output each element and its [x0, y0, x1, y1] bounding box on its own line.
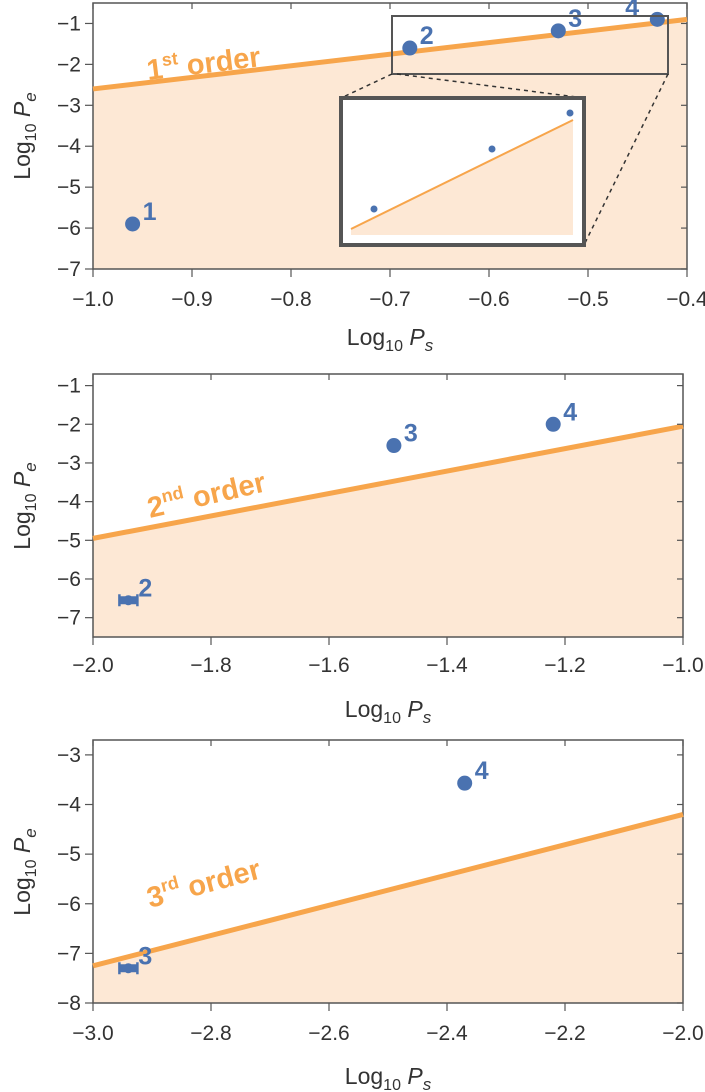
y-tick-label: −1: [57, 375, 81, 398]
x-tick-label: −1.2: [544, 654, 585, 677]
bound-line: [92, 812, 684, 969]
point-label: 4: [475, 757, 489, 785]
inset: [339, 15, 669, 247]
x-tick-label: −1.8: [190, 654, 231, 677]
data-point: [402, 40, 418, 56]
x-tick-label: −2.4: [426, 1022, 468, 1045]
zoom-connector: [340, 73, 393, 99]
x-tick-label: −1.6: [308, 654, 349, 677]
bound-line: [92, 423, 684, 541]
point-label: 4: [625, 0, 639, 21]
inset-point: [370, 205, 378, 213]
data-point: [545, 416, 561, 432]
x-tick-label: −0.7: [369, 288, 410, 311]
point-label: 1: [143, 198, 157, 226]
x-tick-label: −1.0: [72, 288, 113, 311]
y-tick-label: −5: [57, 176, 81, 199]
y-tick-label: −5: [57, 529, 81, 552]
y-tick-label: −1: [57, 12, 81, 35]
x-tick-label: −0.9: [171, 288, 212, 311]
inset-bound-region: [351, 120, 573, 235]
data-point: [125, 216, 141, 232]
plot-frame: [92, 739, 684, 1004]
x-tick-label: −0.6: [468, 288, 509, 311]
x-tick-label: −1.0: [662, 654, 703, 677]
y-tick-label: −4: [57, 491, 81, 514]
y-tick-label: −7: [57, 258, 81, 281]
point-label: 2: [420, 22, 434, 50]
y-tick-label: −5: [57, 843, 81, 866]
x-tick-label: −0.8: [270, 288, 311, 311]
y-tick-label: −6: [57, 893, 81, 916]
inset-bound-line: [350, 119, 574, 230]
y-tick-label: −7: [57, 942, 81, 965]
inset-point: [488, 145, 496, 153]
x-tick-label: −2.6: [308, 1022, 349, 1045]
bound-region: [93, 426, 683, 637]
point-label: 3: [404, 420, 418, 448]
panel-3: −3.0 −2.8 −2.6 −2.4 −2.2 −2.0 −3 −4 −5 −6 −7 −8 Log1…: [9, 739, 704, 1092]
x-tick-label: −1.4: [426, 654, 468, 677]
x-tick-label: −0.5: [567, 288, 608, 311]
point-label: 3: [568, 5, 582, 33]
bound-region: [93, 814, 683, 1003]
y-tick-label: −6: [57, 568, 81, 591]
y-tick-label: −3: [57, 452, 81, 475]
data-point: [457, 775, 473, 791]
zoom-region-box: [391, 15, 669, 75]
data-point: [123, 595, 134, 606]
plot-frame: [92, 373, 684, 638]
bound-line: [92, 16, 688, 92]
x-tick-label: −2.0: [72, 654, 113, 677]
x-tick-label: −2.8: [190, 1022, 231, 1045]
data-point: [649, 11, 665, 27]
x-tick-label: −2.0: [662, 1022, 703, 1045]
point-label: 4: [563, 398, 577, 426]
inset-point: [566, 109, 574, 117]
x-tick-label: −2.2: [544, 1022, 585, 1045]
panel-2: −2.0 −1.8 −1.6 −1.4 −1.2 −1.0 −1 −2 −3 −4 −5 −6 −7 Lo…: [9, 373, 704, 727]
y-tick-label: −8: [57, 992, 81, 1015]
y-tick-label: −3: [57, 744, 81, 767]
point-label: 2: [138, 574, 152, 602]
y-axis-label: Log10 Pe: [9, 462, 40, 549]
x-tick-label: −3.0: [72, 1022, 113, 1045]
y-tick-label: −2: [57, 413, 81, 436]
data-point: [123, 963, 134, 974]
y-tick-label: −4: [57, 794, 81, 817]
y-axis-label: Log10 Pe: [9, 92, 40, 179]
x-tick-label: −0.4: [666, 288, 705, 311]
data-point: [386, 438, 402, 454]
y-tick-label: −2: [57, 53, 81, 76]
order-label: 3rd order: [143, 851, 264, 915]
y-tick-label: −7: [57, 607, 81, 630]
y-tick-label: −4: [57, 135, 81, 158]
data-point: [550, 23, 566, 39]
x-axis-label: Log10 Ps: [345, 1063, 432, 1092]
x-axis-label: Log10 Ps: [347, 324, 434, 355]
y-tick-label: −3: [57, 94, 81, 117]
y-tick-label: −6: [57, 217, 81, 240]
y-axis-label: Log10 Pe: [9, 828, 40, 915]
x-axis-label: Log10 Ps: [345, 696, 432, 727]
point-label: 3: [138, 942, 152, 970]
panel-1: −1.0 −0.9 −0.8 −0.7 −0.6 −0.5 −0.4 −1 −2 −3 −4 −5 −6…: [9, 0, 705, 355]
